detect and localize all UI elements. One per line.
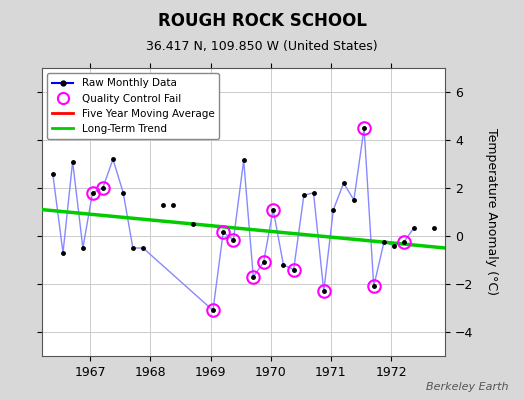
Y-axis label: Temperature Anomaly (°C): Temperature Anomaly (°C): [485, 128, 498, 296]
Legend: Raw Monthly Data, Quality Control Fail, Five Year Moving Average, Long-Term Tren: Raw Monthly Data, Quality Control Fail, …: [47, 73, 220, 139]
Text: ROUGH ROCK SCHOOL: ROUGH ROCK SCHOOL: [158, 12, 366, 30]
Text: 36.417 N, 109.850 W (United States): 36.417 N, 109.850 W (United States): [146, 40, 378, 53]
Text: Berkeley Earth: Berkeley Earth: [426, 382, 508, 392]
